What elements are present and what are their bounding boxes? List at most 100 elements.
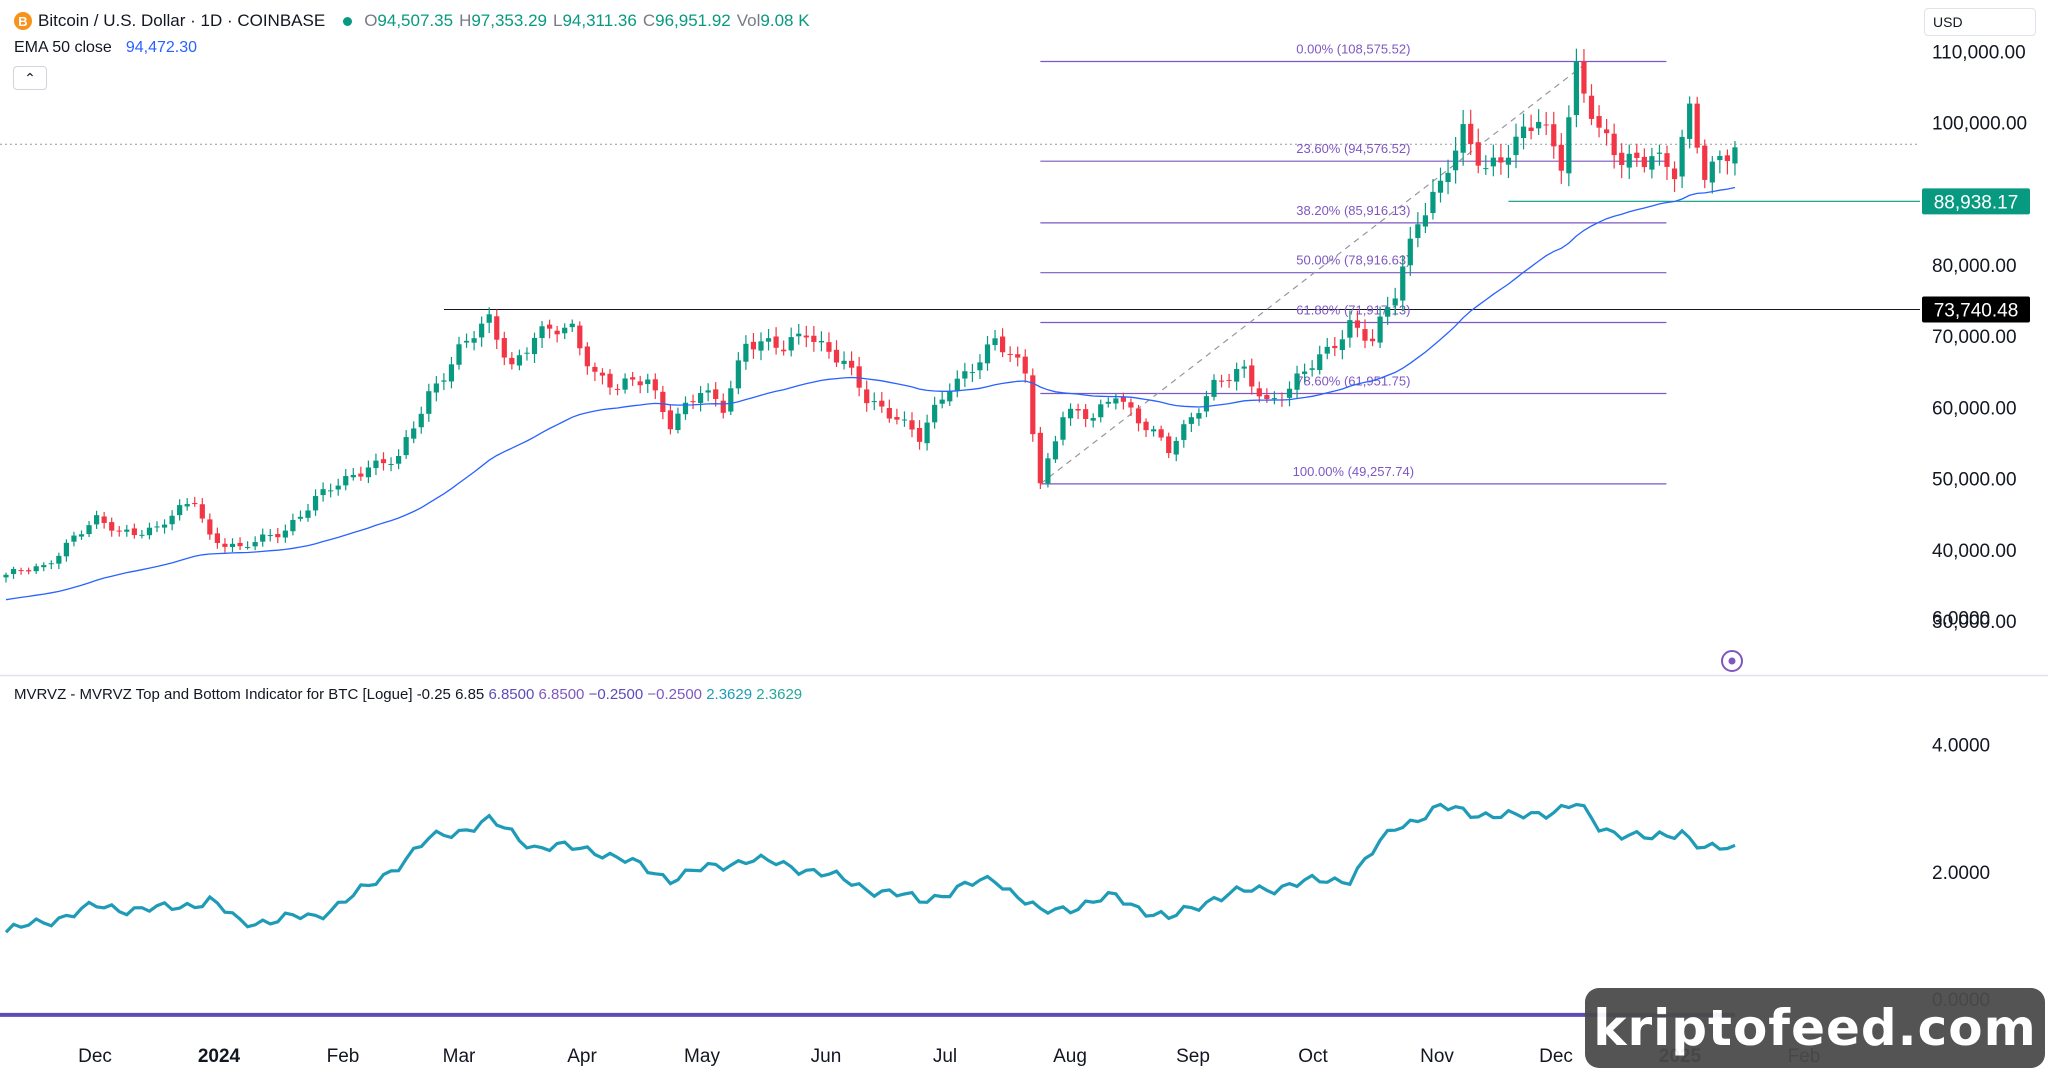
candle-body	[479, 323, 485, 338]
candle-body	[1256, 388, 1262, 397]
candle	[1151, 425, 1157, 437]
candle	[1634, 143, 1640, 167]
candle-body	[282, 530, 288, 538]
candle-body	[146, 527, 153, 536]
candle-body	[682, 402, 689, 415]
ohlc-low: L94,311.36	[552, 11, 637, 30]
candle	[199, 498, 205, 523]
candle	[365, 460, 371, 484]
candle	[796, 323, 802, 345]
collapse-legend-button[interactable]: ⌃	[13, 66, 47, 90]
candle-body	[1483, 168, 1489, 170]
candle	[78, 530, 85, 540]
ohlc-high: H97,353.29	[459, 11, 547, 30]
candle-body	[1407, 238, 1413, 266]
candle	[1181, 419, 1187, 448]
candle-body	[1437, 180, 1444, 193]
candle	[841, 351, 847, 370]
watermark-text: kriptofeed.com	[1593, 999, 2037, 1057]
mvrvz-name: MVRVZ - MVRVZ Top and Bottom Indicator f…	[14, 686, 413, 703]
candle-body	[1302, 371, 1308, 374]
candle	[320, 482, 326, 502]
mvrvz-legend[interactable]: MVRVZ - MVRVZ Top and Bottom Indicator f…	[14, 686, 802, 703]
candle	[501, 331, 507, 366]
candle-body	[343, 476, 349, 486]
candle	[328, 483, 334, 498]
candle-body	[10, 568, 17, 574]
candle-body	[1709, 161, 1715, 183]
candle	[622, 373, 628, 394]
candle-body	[705, 390, 711, 393]
candle-body	[237, 542, 243, 547]
candle-body	[1332, 345, 1338, 349]
candle-body	[365, 467, 371, 478]
candle-body	[1067, 408, 1074, 419]
candle	[698, 386, 704, 412]
candle	[1573, 48, 1579, 128]
candle	[720, 393, 726, 419]
candle-body	[426, 391, 432, 414]
candle	[41, 562, 47, 572]
candle	[1483, 155, 1489, 175]
candle-body	[947, 391, 953, 402]
candle	[116, 526, 122, 537]
candle	[1196, 408, 1202, 426]
candle	[124, 524, 130, 537]
candle-body	[71, 535, 77, 542]
candle-body	[667, 410, 673, 430]
candle-body	[411, 428, 417, 439]
candle-body	[1649, 156, 1655, 170]
candle-body	[184, 504, 190, 507]
candle	[984, 336, 991, 371]
candle-body	[245, 546, 251, 548]
candle	[1505, 144, 1512, 179]
candle-body	[1656, 152, 1663, 154]
symbol-title[interactable]: Bitcoin / U.S. Dollar · 1D · COINBASE	[38, 11, 326, 30]
candle	[1332, 336, 1338, 356]
candle	[94, 510, 100, 529]
candle-body	[969, 372, 975, 374]
candle-body	[312, 496, 319, 511]
candle	[3, 572, 9, 583]
candle-body	[320, 489, 326, 496]
candle	[207, 513, 213, 540]
candle	[1060, 411, 1066, 446]
candle	[411, 421, 417, 444]
candle-body	[139, 534, 145, 536]
candle	[335, 478, 341, 496]
candle	[705, 383, 711, 402]
price-axis-tick: 100,000.00	[1932, 114, 2027, 135]
candle-body	[607, 373, 613, 388]
candle-body	[1249, 365, 1255, 387]
candle-body	[1671, 168, 1678, 180]
candle-body	[1724, 155, 1730, 162]
candle-body	[1611, 133, 1617, 156]
ema-label: EMA 50 close	[14, 39, 112, 56]
ema-legend[interactable]: EMA 50 close 94,472.30	[14, 39, 197, 57]
candle	[1377, 306, 1383, 349]
mvrvz-axis-tick: 6.0000	[1932, 608, 1990, 629]
candle-body	[267, 535, 273, 537]
candle	[1317, 345, 1323, 375]
candle-body	[1045, 458, 1051, 484]
candle-body	[690, 401, 696, 403]
candle-body	[992, 338, 998, 346]
candle-body	[1015, 354, 1021, 358]
time-axis-tick: Nov	[1420, 1046, 1454, 1067]
candle-body	[1551, 124, 1557, 147]
candle-body	[833, 349, 840, 363]
currency-select[interactable]: USD	[1924, 8, 2036, 36]
ohlc-close: C96,951.92	[642, 11, 731, 30]
candle-body	[599, 372, 606, 376]
candle-body	[1377, 316, 1383, 343]
candle-body	[1000, 336, 1006, 353]
candle-body	[871, 401, 877, 403]
candle-body	[1626, 153, 1632, 168]
candle-body	[1143, 421, 1149, 431]
candle	[131, 523, 137, 539]
candle-body	[962, 371, 968, 379]
indicator-settings-icon[interactable]	[1721, 650, 1743, 672]
candle	[1256, 381, 1262, 403]
candle	[765, 329, 772, 351]
